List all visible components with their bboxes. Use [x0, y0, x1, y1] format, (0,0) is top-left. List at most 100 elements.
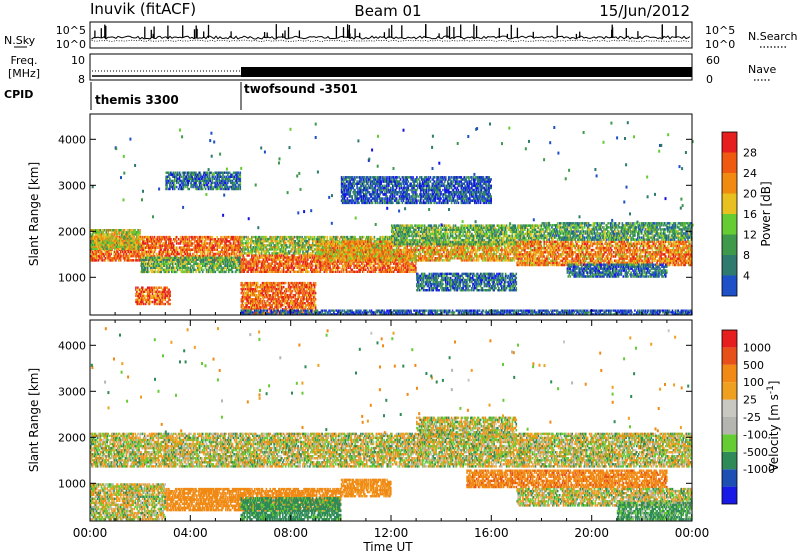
- data-cell: [105, 257, 107, 260]
- station-title: Inuvik (fitACF): [90, 0, 196, 18]
- data-cell: [278, 246, 280, 248]
- data-cell: [415, 267, 417, 269]
- data-cell: [246, 260, 248, 262]
- data-cell: [294, 236, 296, 238]
- data-cell: [251, 236, 253, 238]
- data-cell: [293, 263, 295, 265]
- data-cell: [124, 229, 126, 232]
- data-cell: [220, 236, 222, 239]
- noise-sky-trace: [92, 24, 690, 42]
- data-cell: [308, 248, 310, 250]
- data-cell: [242, 242, 244, 244]
- data-cell: [401, 267, 403, 269]
- data-cell: [273, 240, 275, 242]
- data-cell: [297, 248, 299, 250]
- data-cell: [300, 258, 302, 260]
- data-cell: [174, 267, 176, 269]
- cpid-panel: CPID themis 3300 twofsound -3501: [4, 82, 358, 110]
- data-cell: [214, 259, 216, 261]
- data-cell: [257, 282, 259, 284]
- cpid-program-themis: themis 3300: [95, 93, 179, 107]
- data-cell: [196, 253, 198, 256]
- noise-tick-top-right: 10^5: [705, 24, 735, 37]
- data-cell: [257, 256, 259, 258]
- data-cell: [286, 236, 288, 238]
- data-cell: [187, 267, 189, 269]
- data-cell: [339, 271, 341, 273]
- data-cell: [177, 269, 179, 271]
- data-cell: [143, 289, 145, 291]
- noise-search-label: N.Search: [748, 30, 798, 43]
- data-cell: [207, 253, 209, 256]
- data-cell: [187, 236, 189, 239]
- beam-title: Beam 01: [354, 2, 421, 20]
- freq-tick-10: 10: [71, 54, 85, 67]
- data-cell: [307, 282, 309, 284]
- freq-tick-8: 8: [78, 73, 85, 86]
- data-cell: [315, 304, 317, 306]
- date-title: 15/Jun/2012: [599, 2, 690, 20]
- data-cell: [176, 240, 178, 243]
- data-cell: [175, 257, 177, 259]
- data-cell: [375, 263, 377, 265]
- data-cell: [277, 236, 279, 238]
- data-cell: [324, 236, 326, 238]
- data-cell: [258, 267, 260, 269]
- data-cell: [269, 258, 271, 260]
- freq-panel: Freq. [MHz] 10 8 60 0 Nave: [8, 54, 777, 86]
- nave-tick-0: 0: [706, 73, 713, 86]
- data-cell: [165, 236, 167, 239]
- data-cell: [315, 292, 317, 294]
- data-cell: [180, 257, 182, 259]
- data-cell: [243, 236, 245, 238]
- data-cell: [245, 248, 247, 250]
- noise-panel: N.Sky 10^5 10^0 10^5 10^0 N.Search: [4, 22, 798, 51]
- data-cell: [346, 267, 348, 269]
- noise-panel-frame: [90, 22, 692, 48]
- data-cell: [298, 254, 300, 256]
- data-cell: [275, 258, 277, 260]
- data-cell: [308, 267, 310, 269]
- data-cell: [248, 267, 250, 269]
- data-cell: [329, 263, 331, 265]
- data-cell: [247, 248, 249, 250]
- data-cell: [176, 236, 178, 239]
- data-cell: [139, 229, 141, 232]
- data-cell: [188, 236, 190, 239]
- data-cell: [294, 267, 296, 269]
- data-cell: [215, 249, 217, 252]
- data-cell: [241, 254, 243, 256]
- data-cell: [247, 236, 249, 238]
- data-cell: [315, 298, 317, 300]
- data-cell: [248, 263, 250, 265]
- data-cell: [337, 265, 339, 267]
- data-cell: [143, 303, 145, 305]
- nave-label: Nave: [748, 63, 776, 76]
- data-cell: [280, 248, 282, 250]
- data-cell: [110, 253, 112, 256]
- data-cell: [152, 251, 154, 254]
- data-cell: [191, 249, 193, 252]
- data-cell: [274, 263, 276, 265]
- data-cell: [155, 269, 157, 271]
- data-cell: [287, 246, 289, 248]
- data-cell: [169, 269, 171, 271]
- data-cell: [200, 253, 202, 256]
- data-cell: [271, 263, 273, 265]
- data-cell: [315, 282, 317, 284]
- data-cell: [292, 248, 294, 250]
- data-cell: [298, 294, 300, 296]
- data-cell: [237, 269, 239, 271]
- data-cell: [154, 287, 156, 289]
- data-cell: [232, 253, 234, 256]
- data-cell: [312, 265, 314, 267]
- data-cell: [351, 263, 353, 265]
- data-cell: [371, 263, 373, 265]
- data-cell: [139, 244, 141, 247]
- data-cell: [152, 301, 154, 303]
- data-cell: [190, 269, 192, 271]
- data-cell: [157, 236, 159, 239]
- data-cell: [285, 282, 287, 284]
- data-cell: [288, 263, 290, 265]
